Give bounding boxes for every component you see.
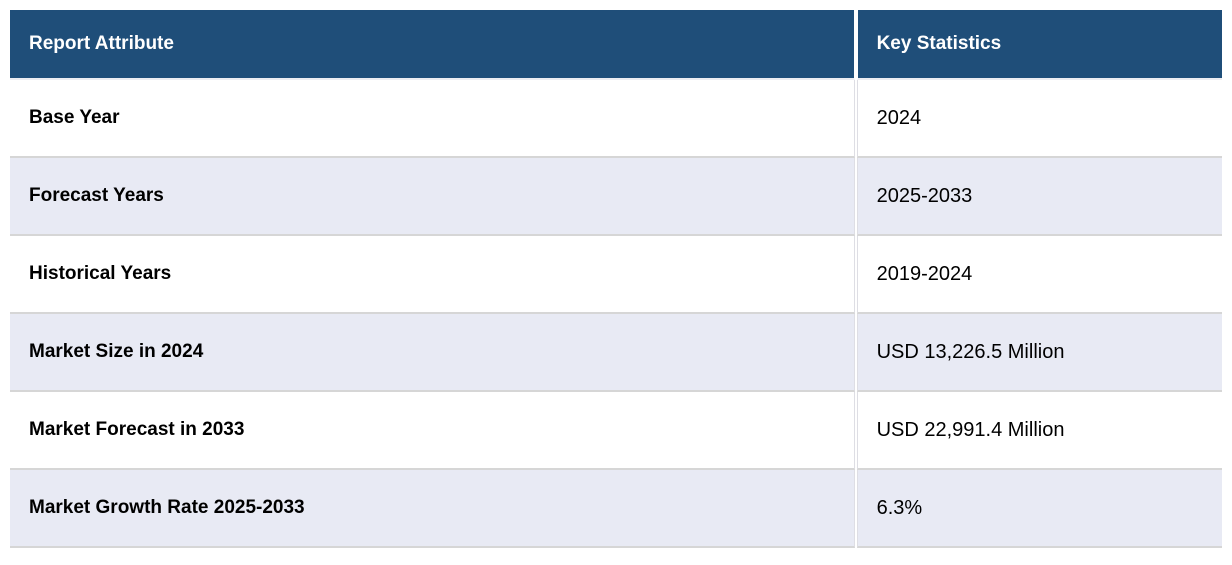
report-attribute-cell: Market Size in 2024	[10, 314, 855, 392]
report-attribute-cell: Base Year	[10, 80, 855, 158]
report-attribute-cell: Forecast Years	[10, 158, 855, 236]
table-row: Forecast Years 2025-2033	[10, 158, 1222, 236]
column-header-report-attribute: Report Attribute	[10, 10, 855, 80]
table-header-row: Report Attribute Key Statistics	[10, 10, 1222, 80]
key-statistic-cell: USD 13,226.5 Million	[856, 314, 1222, 392]
table-body: Base Year 2024 Forecast Years 2025-2033 …	[10, 80, 1222, 548]
key-statistic-cell: 2024	[856, 80, 1222, 158]
table-row: Market Growth Rate 2025-2033 6.3%	[10, 470, 1222, 548]
table-row: Market Forecast in 2033 USD 22,991.4 Mil…	[10, 392, 1222, 470]
report-attribute-cell: Market Forecast in 2033	[10, 392, 855, 470]
key-statistic-cell: 2025-2033	[856, 158, 1222, 236]
table-row: Historical Years 2019-2024	[10, 236, 1222, 314]
table-row: Market Size in 2024 USD 13,226.5 Million	[10, 314, 1222, 392]
column-header-key-statistics: Key Statistics	[856, 10, 1222, 80]
key-statistic-cell: 6.3%	[856, 470, 1222, 548]
report-attribute-cell: Historical Years	[10, 236, 855, 314]
key-statistic-cell: 2019-2024	[856, 236, 1222, 314]
table-row: Base Year 2024	[10, 80, 1222, 158]
key-statistic-cell: USD 22,991.4 Million	[856, 392, 1222, 470]
key-statistics-table: Report Attribute Key Statistics Base Yea…	[8, 10, 1224, 548]
report-attribute-cell: Market Growth Rate 2025-2033	[10, 470, 855, 548]
